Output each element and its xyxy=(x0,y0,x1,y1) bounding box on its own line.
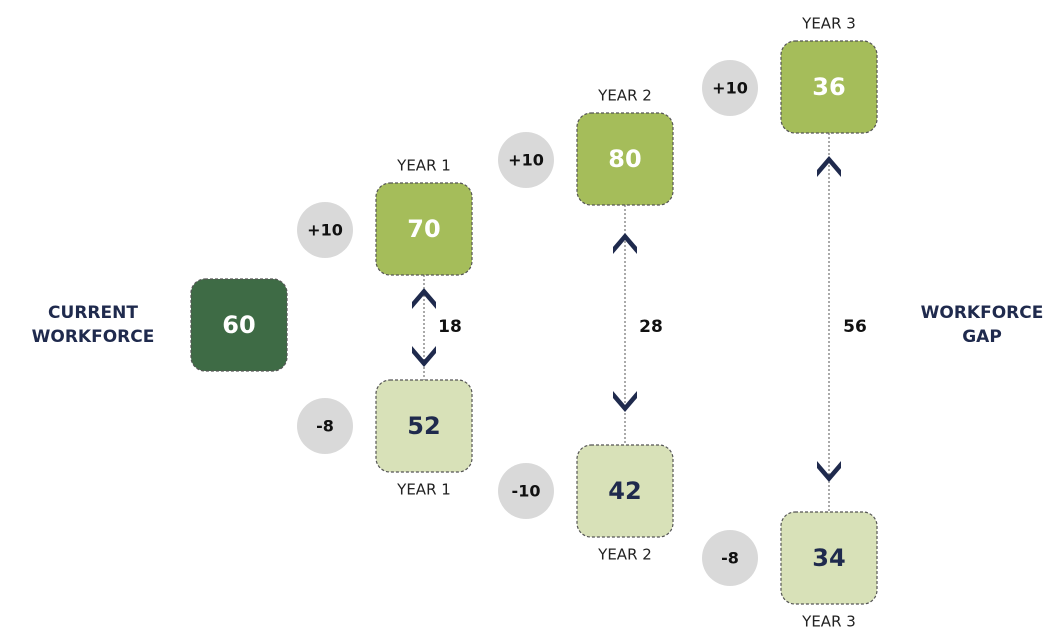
chevron xyxy=(817,461,841,482)
value-box xyxy=(375,182,473,276)
change-badge xyxy=(702,60,758,116)
box-value: 60 xyxy=(222,311,255,339)
change-label: -10 xyxy=(512,482,541,501)
change-badge xyxy=(297,398,353,454)
box-value: 36 xyxy=(812,73,845,101)
box-value: 34 xyxy=(812,544,845,572)
chevron xyxy=(412,288,436,309)
gap-value: 28 xyxy=(639,317,663,337)
current-label: WORKFORCE xyxy=(32,327,155,347)
value-box xyxy=(190,278,288,372)
year-label: YEAR 1 xyxy=(396,157,451,175)
chevron xyxy=(412,346,436,367)
change-label: -8 xyxy=(721,549,739,568)
year-label: YEAR 3 xyxy=(801,613,856,631)
change-badge xyxy=(297,202,353,258)
change-label: +10 xyxy=(508,151,544,170)
change-label: +10 xyxy=(307,221,343,240)
gap-side-label: WORKFORCE xyxy=(921,303,1044,323)
value-box xyxy=(375,379,473,473)
chevron xyxy=(817,156,841,177)
current-label: CURRENT xyxy=(48,303,138,323)
box-value: 70 xyxy=(407,215,440,243)
year-label: YEAR 3 xyxy=(801,15,856,33)
chevron xyxy=(613,391,637,412)
value-box xyxy=(780,511,878,605)
gap-value: 56 xyxy=(843,317,867,337)
year-label: YEAR 2 xyxy=(597,546,652,564)
change-label: +10 xyxy=(712,79,748,98)
gap-side-label: GAP xyxy=(962,327,1002,347)
change-badge xyxy=(498,132,554,188)
box-value: 52 xyxy=(407,412,440,440)
box-value: 80 xyxy=(608,145,641,173)
change-badge xyxy=(702,530,758,586)
value-box xyxy=(576,112,674,206)
year-label: YEAR 2 xyxy=(597,87,652,105)
year-label: YEAR 1 xyxy=(396,481,451,499)
chevron xyxy=(613,233,637,254)
change-badge xyxy=(498,463,554,519)
box-value: 42 xyxy=(608,477,641,505)
change-label: -8 xyxy=(316,417,334,436)
gap-value: 18 xyxy=(438,317,462,337)
value-box xyxy=(780,40,878,134)
value-box xyxy=(576,444,674,538)
